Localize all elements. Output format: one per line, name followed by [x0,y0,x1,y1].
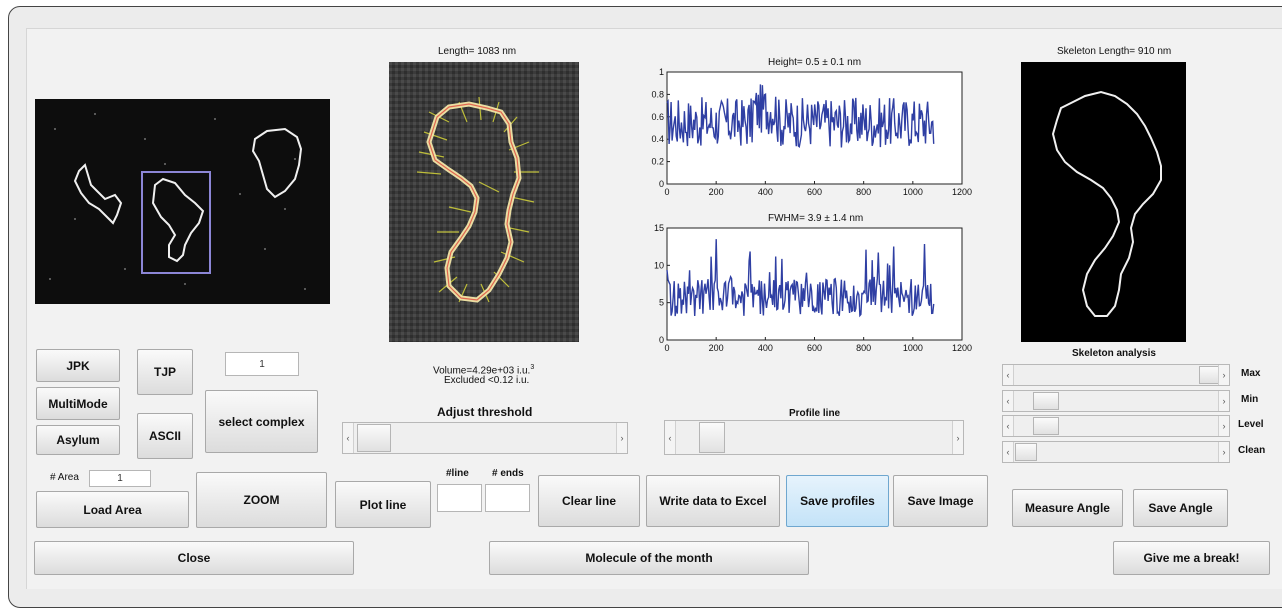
write-excel-button[interactable]: Write data to Excel [646,475,780,527]
y-tick-label: 10 [654,260,664,270]
fwhm-plot: 0 200 400 600 800 1000 1200 0 5 10 15 [654,224,972,353]
save-profiles-button[interactable]: Save profiles [786,475,889,527]
area-label: # Area [50,472,79,483]
measure-angle-button[interactable]: Measure Angle [1012,489,1123,527]
level-slider[interactable]: ‹ › [1002,415,1230,437]
threshold-slider-right-arrow[interactable]: › [616,423,627,453]
x-tick-label: 1200 [952,343,972,353]
skeleton-image [1021,62,1186,342]
ends-count-field[interactable] [485,484,530,512]
max-label: Max [1241,368,1261,379]
y-tick-label: 0.4 [651,134,664,144]
profile-slider-thumb[interactable] [699,422,725,453]
x-tick-label: 1000 [903,343,923,353]
clean-slider-left-arrow[interactable]: ‹ [1003,442,1014,462]
clean-slider[interactable]: ‹ › [1002,441,1230,463]
molecule-outline-center [151,177,205,263]
clean-label: Clean [1238,445,1266,456]
volume-text: Volume=4.29e+03 i.u.3 [433,364,535,377]
close-button[interactable]: Close [34,541,354,575]
min-slider-thumb[interactable] [1033,392,1059,410]
x-tick-label: 400 [758,343,773,353]
max-slider-right-arrow[interactable]: › [1218,365,1229,385]
x-tick-label: 800 [856,187,871,197]
ascii-button[interactable]: ASCII [137,413,193,459]
level-slider-left-arrow[interactable]: ‹ [1003,416,1014,436]
level-label: Level [1238,419,1264,430]
threshold-slider-left-arrow[interactable]: ‹ [343,423,354,453]
level-slider-right-arrow[interactable]: › [1218,416,1229,436]
molecule-outline-right [251,127,303,199]
profile-series-line [666,239,935,318]
skeleton-title: Skeleton Length= 910 nm [1057,46,1172,57]
y-tick-label: 1 [659,68,664,77]
zoom-button[interactable]: ZOOM [196,472,327,528]
area-field[interactable]: 1 [89,470,151,487]
afm-molecule-image [389,62,579,342]
min-slider-left-arrow[interactable]: ‹ [1003,391,1014,411]
profile-slider-right-arrow[interactable]: › [952,421,963,454]
max-slider-left-arrow[interactable]: ‹ [1003,365,1014,385]
plot-line-button[interactable]: Plot line [335,481,431,528]
clear-line-button[interactable]: Clear line [538,475,640,527]
profile-slider-left-arrow[interactable]: ‹ [665,421,676,454]
min-slider-right-arrow[interactable]: › [1218,391,1229,411]
asylum-button[interactable]: Asylum [36,425,120,455]
height-plot-title: Height= 0.5 ± 0.1 nm [768,57,862,68]
skeleton-analysis-label: Skeleton analysis [1072,348,1156,359]
profile-series-line [666,84,935,148]
line-count-label: #line [446,468,469,479]
line-count-field[interactable] [437,484,482,512]
threshold-slider-thumb[interactable] [357,424,391,452]
give-break-button[interactable]: Give me a break! [1113,541,1270,575]
y-tick-label: 15 [654,224,664,233]
profile-line-label: Profile line [789,408,841,419]
height-plot: 0 200 400 600 800 1000 1200 0 0.2 0.4 0.6 0.8 1 [651,68,972,197]
max-slider-thumb[interactable] [1199,366,1219,384]
y-tick-label: 0.2 [651,157,664,167]
ends-count-label: # ends [492,468,524,479]
x-tick-label: 1000 [903,187,923,197]
x-tick-label: 600 [807,343,822,353]
x-tick-label: 200 [709,343,724,353]
overview-image[interactable] [35,99,330,304]
adjust-threshold-label: Adjust threshold [437,405,533,419]
save-angle-button[interactable]: Save Angle [1133,489,1228,527]
profile-line-slider[interactable]: ‹ › [664,420,964,455]
select-complex-button[interactable]: select complex [205,390,318,453]
x-tick-label: 400 [758,187,773,197]
threshold-slider[interactable]: ‹ › [342,422,628,454]
molecule-outline-left [73,163,123,225]
y-tick-label: 0 [659,335,664,345]
tjp-button[interactable]: TJP [137,349,193,395]
x-tick-label: 600 [807,187,822,197]
excluded-text: Excluded <0.12 i.u. [444,375,530,386]
min-label: Min [1241,394,1259,405]
multimode-button[interactable]: MultiMode [36,387,120,420]
complex-number-field[interactable]: 1 [225,352,299,376]
y-tick-label: 5 [659,298,664,308]
fwhm-plot-title: FWHM= 3.9 ± 1.4 nm [768,213,864,224]
load-area-button[interactable]: Load Area [36,491,189,528]
x-tick-label: 1200 [952,187,972,197]
x-tick-label: 800 [856,343,871,353]
skeleton-trace [1051,90,1162,317]
max-slider[interactable]: ‹ › [1002,364,1230,386]
clean-slider-right-arrow[interactable]: › [1218,442,1229,462]
molecule-of-month-button[interactable]: Molecule of the month [489,541,809,575]
min-slider[interactable]: ‹ › [1002,390,1230,412]
x-tick-label: 0 [664,343,669,353]
level-slider-thumb[interactable] [1033,417,1059,435]
x-tick-label: 0 [664,187,669,197]
y-tick-label: 0.8 [651,89,664,99]
y-tick-label: 0 [659,179,664,189]
length-title: Length= 1083 nm [438,46,517,57]
clean-slider-thumb[interactable] [1015,443,1037,461]
selection-box[interactable] [141,171,211,274]
jpk-button[interactable]: JPK [36,349,120,382]
save-image-button[interactable]: Save Image [893,475,988,527]
x-tick-label: 200 [709,187,724,197]
y-tick-label: 0.6 [651,112,664,122]
